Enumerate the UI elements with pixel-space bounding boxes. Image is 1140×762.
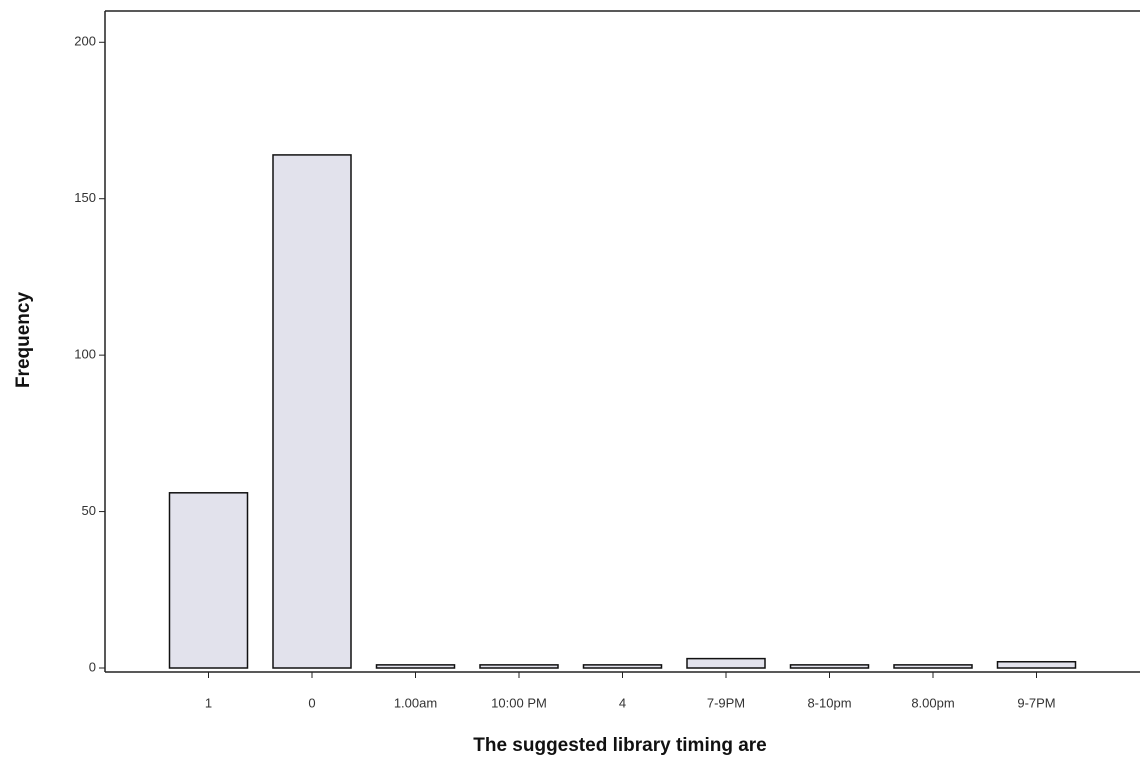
bar xyxy=(789,664,870,669)
x-tick-label: 8-10pm xyxy=(807,695,851,710)
y-axis-title: Frequency xyxy=(13,292,34,389)
x-tick-label: 8.00pm xyxy=(911,695,954,710)
x-tick-label: 1.00am xyxy=(394,695,437,710)
x-tick-label: 10:00 PM xyxy=(491,695,547,710)
y-tick-label: 50 xyxy=(82,503,96,518)
bar xyxy=(272,154,352,669)
y-tick-label: 150 xyxy=(74,190,96,205)
x-axis-title: The suggested library timing are xyxy=(473,735,767,756)
y-tick-label: 200 xyxy=(74,34,96,49)
bar xyxy=(686,657,766,669)
x-tick-label: 7-9PM xyxy=(707,695,745,710)
y-tick-label: 100 xyxy=(74,347,96,362)
y-tick-label: 0 xyxy=(89,659,96,674)
bar xyxy=(375,664,456,669)
x-tick-label: 9-7PM xyxy=(1017,695,1055,710)
bar xyxy=(582,664,663,669)
bar xyxy=(168,492,249,669)
bar xyxy=(893,664,973,669)
x-tick-label: 4 xyxy=(619,695,626,710)
x-tick-label: 0 xyxy=(308,695,315,710)
bar xyxy=(996,660,1077,669)
bar xyxy=(479,664,559,669)
x-tick-label: 1 xyxy=(205,695,212,710)
